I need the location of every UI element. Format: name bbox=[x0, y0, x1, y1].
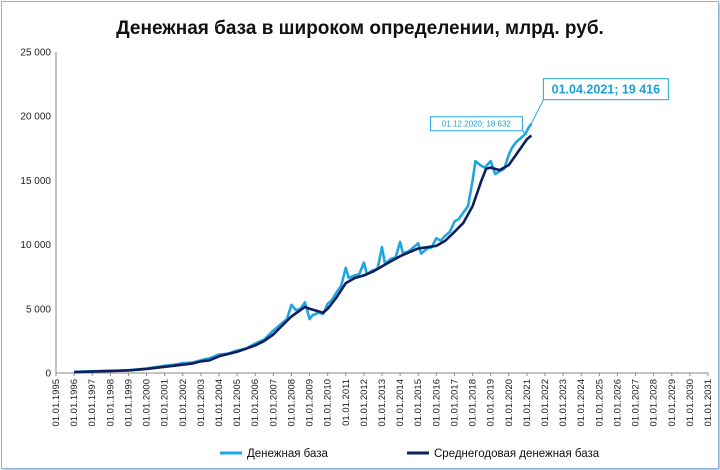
x-tick-label: 01.01.2004 bbox=[214, 379, 225, 427]
annotation-box bbox=[429, 116, 523, 132]
x-tick-label: 01.01.2000 bbox=[142, 379, 153, 427]
x-tick-label: 01.01.2007 bbox=[268, 379, 279, 427]
x-tick-label: 01.01.2029 bbox=[667, 379, 678, 427]
annotation-label: 01.04.2021; 19 416 bbox=[552, 83, 660, 97]
legend: Денежная база Среднегодовая денежная база bbox=[220, 448, 600, 460]
x-tick-label: 01.01.2016 bbox=[431, 379, 442, 427]
x-tick-label: 01.01.1996 bbox=[69, 379, 80, 427]
x-tick-label: 01.01.2002 bbox=[178, 379, 189, 427]
annotation-label: 01.12.2020; 18 632 bbox=[442, 120, 512, 129]
x-tick-label: 01.01.2017 bbox=[449, 379, 460, 427]
x-tick-label: 01.01.2015 bbox=[413, 379, 424, 427]
y-tick-label: 5 000 bbox=[26, 304, 51, 315]
x-tick-label: 01.01.2030 bbox=[685, 379, 696, 427]
y-tick-label: 20 000 bbox=[20, 112, 51, 123]
x-tick-label: 01.01.2003 bbox=[196, 379, 207, 427]
x-tick-label: 01.01.1999 bbox=[123, 379, 134, 427]
x-tick-label: 01.01.2027 bbox=[631, 379, 642, 427]
x-tick-label: 01.01.2022 bbox=[540, 379, 551, 427]
x-tick-label: 01.01.2020 bbox=[504, 379, 515, 427]
legend-label: Среднегодовая денежная база bbox=[434, 448, 600, 460]
x-tick-label: 01.01.2001 bbox=[160, 379, 171, 427]
x-tick-label: 01.01.2023 bbox=[558, 379, 569, 427]
x-tick-labels: 01.01.1995 01.01.1996 01.01.1997 01.01.1998… bbox=[51, 373, 714, 427]
x-tick-label: 01.01.2014 bbox=[395, 379, 406, 427]
x-tick-label: 01.01.1995 bbox=[51, 379, 62, 427]
series-layer bbox=[74, 122, 533, 374]
series-line-1 bbox=[74, 122, 533, 374]
chart-title: Денежная база в широком определении, млр… bbox=[116, 18, 604, 39]
x-tick-label: 01.01.2018 bbox=[468, 379, 479, 427]
y-tick-label: 10 000 bbox=[20, 240, 51, 251]
x-tick-label: 01.01.2021 bbox=[522, 379, 533, 427]
y-tick-label: 15 000 bbox=[20, 176, 51, 187]
x-tick-label: 01.01.2009 bbox=[305, 379, 316, 427]
annotation-leader bbox=[530, 99, 544, 124]
x-tick-label: 01.01.2012 bbox=[359, 379, 370, 427]
x-tick-label: 01.01.2026 bbox=[612, 379, 623, 427]
y-tick-label: 25 000 bbox=[20, 48, 51, 59]
x-tick-label: 01.01.2028 bbox=[649, 379, 660, 427]
x-tick-label: 01.01.2024 bbox=[576, 379, 587, 427]
x-tick-label: 01.01.2013 bbox=[377, 379, 388, 427]
x-tick-label: 01.01.2031 bbox=[703, 379, 714, 427]
series-line-2 bbox=[74, 134, 533, 374]
x-tick-label: 01.01.2005 bbox=[232, 379, 243, 427]
legend-label: Денежная база bbox=[247, 448, 329, 460]
x-tick-label: 01.01.2008 bbox=[286, 379, 297, 427]
x-tick-label: 01.01.2011 bbox=[341, 379, 352, 426]
x-tick-label: 01.01.2019 bbox=[486, 379, 497, 427]
annotation-layer: 01.12.2020; 18 632 01.04.2021; 19 416 bbox=[429, 78, 669, 135]
x-tick-label: 01.01.1997 bbox=[87, 379, 98, 427]
x-tick-label: 01.01.1998 bbox=[105, 379, 116, 427]
y-tick-labels: 0 5 000 10 000 15 000 20 000 25 000 bbox=[20, 48, 51, 380]
x-tick-label: 01.01.2010 bbox=[323, 379, 334, 427]
x-tick-label: 01.01.2006 bbox=[250, 379, 261, 427]
annotation-box bbox=[542, 78, 669, 101]
y-tick-label: 0 bbox=[45, 369, 51, 380]
x-tick-label: 01.01.2025 bbox=[594, 379, 605, 427]
